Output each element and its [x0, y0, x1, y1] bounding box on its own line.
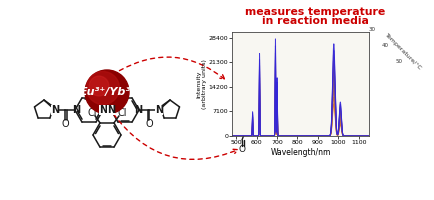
Text: +: + — [262, 115, 274, 129]
Text: Cl: Cl — [87, 108, 97, 118]
Text: Temperature/°C: Temperature/°C — [384, 32, 422, 71]
Text: O: O — [145, 119, 153, 129]
Text: O: O — [61, 119, 69, 129]
Text: Henry reaction: Henry reaction — [254, 122, 345, 132]
Text: F: F — [243, 98, 247, 108]
Text: F: F — [317, 128, 322, 136]
Text: Cl: Cl — [117, 108, 127, 118]
Text: O: O — [239, 146, 246, 154]
Text: N: N — [155, 105, 163, 115]
Text: N: N — [107, 105, 115, 115]
Circle shape — [85, 70, 129, 114]
Text: CH$_3$NO$_2$: CH$_3$NO$_2$ — [263, 114, 302, 126]
Text: 40: 40 — [382, 43, 389, 48]
Text: NO$_2$: NO$_2$ — [344, 115, 365, 127]
Text: Eu³⁺/Yb³⁺: Eu³⁺/Yb³⁺ — [79, 87, 137, 97]
Circle shape — [86, 72, 119, 104]
Text: measures temperature: measures temperature — [245, 7, 385, 17]
Circle shape — [89, 76, 109, 96]
Text: N: N — [134, 105, 142, 115]
Text: 50: 50 — [395, 59, 402, 64]
Text: N: N — [72, 105, 80, 115]
Text: catalyzes: catalyzes — [281, 108, 339, 118]
X-axis label: Wavelength/nm: Wavelength/nm — [270, 148, 331, 157]
Text: N: N — [99, 105, 107, 115]
Text: in reaction media: in reaction media — [262, 16, 368, 26]
Text: 30: 30 — [368, 27, 375, 32]
Y-axis label: Intensity
(arbitrary units): Intensity (arbitrary units) — [196, 59, 207, 109]
Text: N: N — [51, 105, 59, 115]
